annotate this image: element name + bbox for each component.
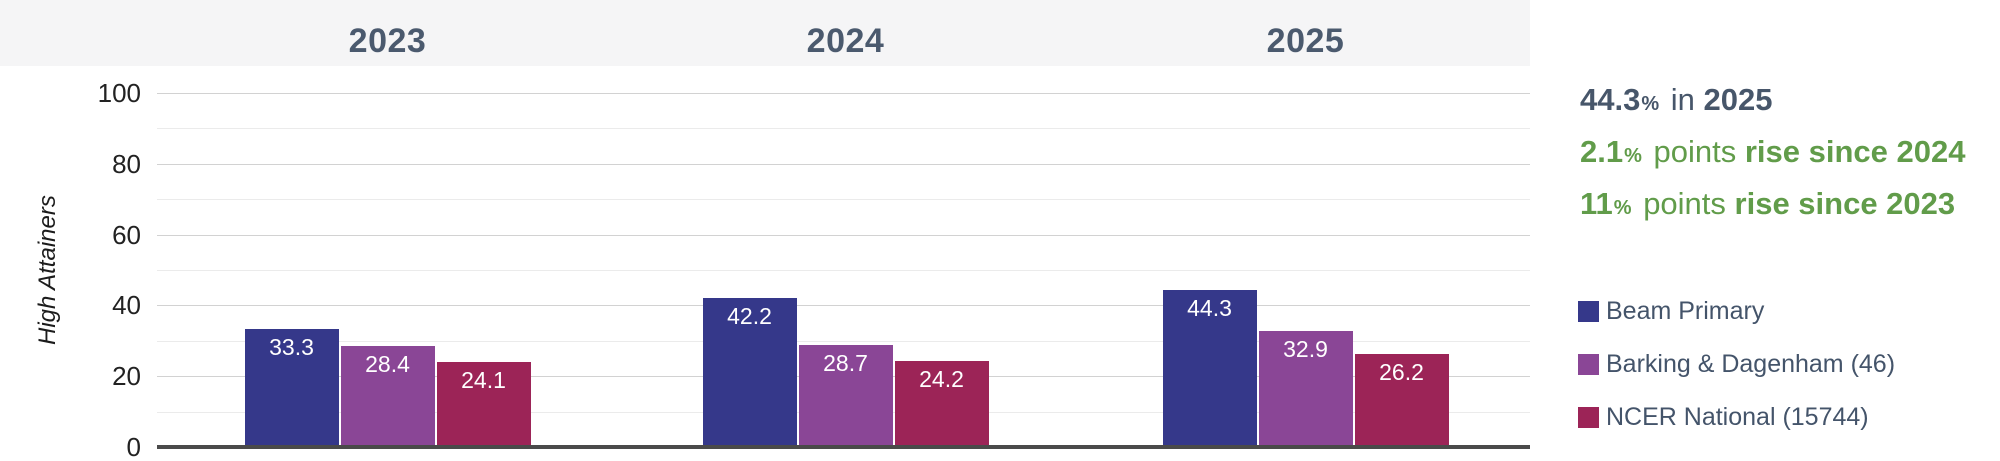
gridline-major — [157, 234, 1530, 236]
legend-swatch — [1578, 407, 1599, 428]
bar: 24.1 — [436, 361, 531, 447]
bar: 28.4 — [340, 346, 435, 447]
stat-value: 44.3 — [1580, 82, 1641, 117]
stat-line: 44.3% in 2025 — [1580, 76, 1965, 128]
stat-unit: % — [1641, 93, 1660, 115]
bar: 24.2 — [894, 361, 989, 447]
stat-value: 2.1 — [1580, 134, 1624, 169]
stat-line: 11% points rise since 2023 — [1580, 180, 1965, 232]
bar-value-label: 42.2 — [727, 302, 772, 329]
year-label: 2025 — [1266, 22, 1345, 60]
gridline-minor — [157, 270, 1530, 271]
stat-text: points — [1634, 186, 1735, 221]
year-label: 2023 — [348, 22, 427, 60]
x-axis-line — [157, 445, 1530, 449]
legend-swatch — [1578, 354, 1599, 375]
legend-item: Beam Primary — [1578, 297, 1895, 326]
gridline-major — [157, 305, 1530, 307]
bar: 33.3 — [244, 329, 339, 447]
bar: 32.9 — [1258, 330, 1353, 447]
y-tick-label: 100 — [97, 78, 141, 108]
gridline-major — [157, 93, 1530, 94]
year-label: 2024 — [806, 22, 885, 60]
stat-unit: % — [1624, 145, 1642, 167]
plot-area: 33.3 28.4 24.1 42.2 28.7 24.2 44.3 32.9 26.2 — [157, 93, 1530, 449]
legend-item: Barking & Dagenham (46) — [1578, 350, 1895, 379]
gridline-minor — [157, 340, 1530, 342]
bar-value-label: 32.9 — [1283, 335, 1328, 362]
y-axis-title: High Attainers — [34, 195, 61, 345]
stat-text: points — [1644, 134, 1745, 169]
bar-group-2023: 33.3 28.4 24.1 — [244, 329, 531, 447]
stat-text: in — [1662, 82, 1704, 117]
stat-emphasis: rise since 2024 — [1744, 134, 1966, 169]
legend-label: NCER National (15744) — [1606, 403, 1869, 431]
legend-label: Beam Primary — [1606, 297, 1765, 325]
stats-annotations: 44.3% in 2025 2.1% points rise since 2024… — [1580, 76, 1965, 232]
bar-value-label: 24.1 — [461, 366, 506, 393]
legend-swatch — [1578, 301, 1599, 322]
y-tick-label: 60 — [112, 219, 141, 250]
bar-value-label: 28.4 — [365, 351, 410, 378]
bar-value-label: 28.7 — [823, 350, 868, 377]
y-tick-label: 20 — [112, 361, 141, 392]
stat-unit: % — [1613, 197, 1632, 219]
bar-value-label: 44.3 — [1187, 295, 1232, 322]
y-tick-label: 80 — [112, 148, 141, 179]
bar: 26.2 — [1354, 354, 1449, 447]
bar-group-2025: 44.3 32.9 26.2 — [1162, 290, 1449, 447]
bar: 28.7 — [798, 345, 893, 447]
year-header-band — [0, 0, 1530, 66]
gridline-major — [157, 163, 1530, 165]
stat-emphasis: 2025 — [1703, 82, 1773, 117]
legend: Beam Primary Barking & Dagenham (46) NCER … — [1578, 297, 1895, 456]
y-tick-label: 40 — [112, 290, 141, 321]
bar-value-label: 26.2 — [1379, 359, 1424, 386]
legend-label: Barking & Dagenham (46) — [1606, 350, 1896, 378]
y-tick-label: 0 — [126, 432, 141, 461]
bar-value-label: 33.3 — [269, 334, 314, 361]
stat-emphasis: rise since 2023 — [1734, 186, 1956, 221]
bar: 44.3 — [1162, 290, 1257, 447]
legend-item: NCER National (15744) — [1578, 403, 1895, 432]
bar-value-label: 24.2 — [919, 366, 964, 393]
bar: 42.2 — [702, 297, 797, 447]
bar-group-2024: 42.2 28.7 24.2 — [702, 297, 989, 447]
stat-value: 11 — [1580, 186, 1613, 221]
gridline-minor — [157, 199, 1530, 201]
gridline-minor — [157, 128, 1530, 130]
stat-line: 2.1% points rise since 2024 — [1580, 128, 1965, 180]
